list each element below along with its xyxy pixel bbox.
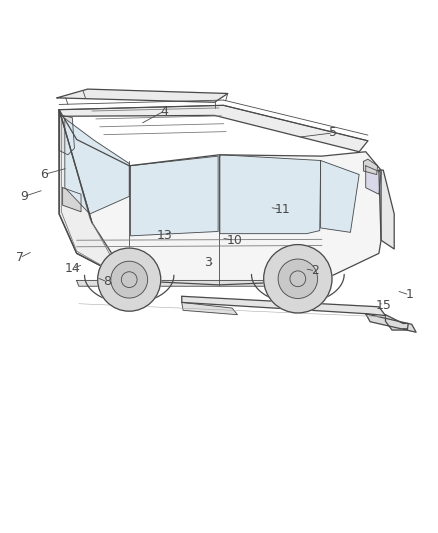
Text: 13: 13 <box>156 229 172 243</box>
Polygon shape <box>321 160 359 232</box>
Polygon shape <box>59 110 129 280</box>
Polygon shape <box>59 115 74 155</box>
Text: 8: 8 <box>103 276 111 288</box>
Polygon shape <box>65 118 129 214</box>
Polygon shape <box>364 159 378 174</box>
Polygon shape <box>131 156 218 236</box>
Text: 7: 7 <box>16 251 24 264</box>
Polygon shape <box>59 106 368 152</box>
Polygon shape <box>220 155 321 233</box>
Text: 11: 11 <box>275 203 290 216</box>
Text: 3: 3 <box>204 256 212 269</box>
Text: 14: 14 <box>64 262 80 275</box>
Polygon shape <box>182 302 237 314</box>
Text: 10: 10 <box>226 233 242 247</box>
Text: 1: 1 <box>406 288 413 302</box>
Text: 6: 6 <box>40 168 48 181</box>
Circle shape <box>264 245 332 313</box>
Text: 4: 4 <box>160 104 168 117</box>
Polygon shape <box>59 110 381 285</box>
Polygon shape <box>77 280 324 286</box>
Polygon shape <box>63 188 81 212</box>
Circle shape <box>98 248 161 311</box>
Polygon shape <box>379 170 394 249</box>
Polygon shape <box>385 314 408 330</box>
Circle shape <box>278 259 318 298</box>
Polygon shape <box>57 89 228 102</box>
Polygon shape <box>182 296 385 316</box>
Polygon shape <box>366 314 416 332</box>
Polygon shape <box>366 166 381 194</box>
Text: 5: 5 <box>329 126 337 140</box>
Text: 2: 2 <box>311 264 319 277</box>
Text: 15: 15 <box>375 300 391 312</box>
Circle shape <box>111 261 148 298</box>
Text: 9: 9 <box>20 190 28 203</box>
